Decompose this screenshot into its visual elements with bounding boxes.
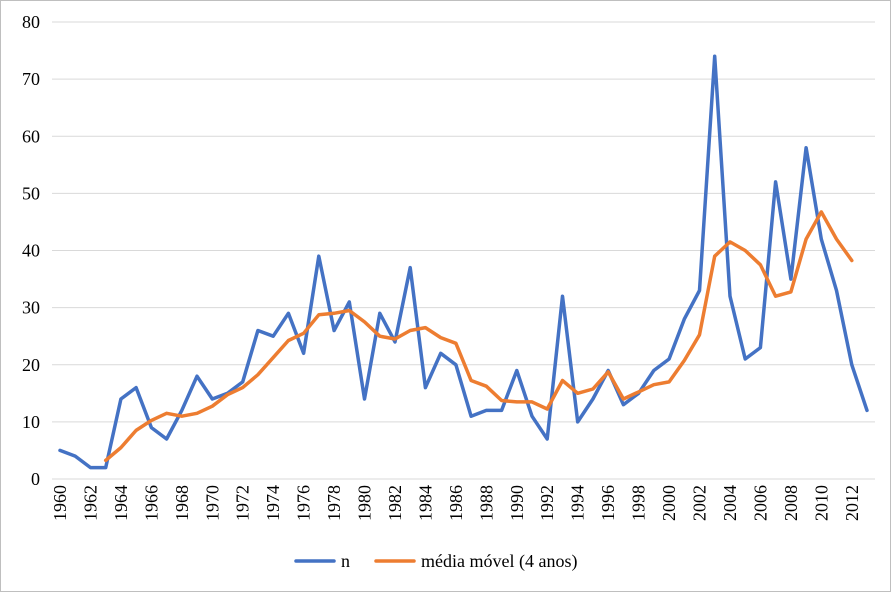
series-line-media-movel <box>103 210 854 463</box>
y-tick-label: 20 <box>22 355 40 375</box>
x-tick-label: 1982 <box>385 485 405 521</box>
x-tick-label: 1968 <box>172 485 192 521</box>
x-tick-label: 2000 <box>659 485 679 521</box>
x-tick-label: 1966 <box>141 485 161 521</box>
legend: n média móvel (4 anos) <box>294 551 577 572</box>
y-tick-label: 50 <box>22 183 40 203</box>
x-tick-label: 1960 <box>50 485 70 521</box>
x-tick-label: 1992 <box>537 485 557 521</box>
x-tick-label: 2008 <box>781 485 801 521</box>
x-tick-labels: 1960 1962 1964 1966 1968 1970 1972 1974 1976 1978… <box>50 485 862 521</box>
x-tick-label: 1990 <box>507 485 527 521</box>
y-tick-label: 70 <box>22 69 40 89</box>
x-tick-label: 1964 <box>111 485 131 521</box>
y-tick-label: 60 <box>22 126 40 146</box>
x-tick-label: 1962 <box>80 485 100 521</box>
x-tick-label: 1974 <box>263 485 283 521</box>
series <box>58 54 869 470</box>
x-tick-label: 1994 <box>568 485 588 521</box>
x-tick-label: 1972 <box>233 485 253 521</box>
y-tick-label: 0 <box>31 469 40 489</box>
x-tick-label: 1996 <box>598 485 618 521</box>
x-tick-label: 1998 <box>629 485 649 521</box>
x-tick-label: 1980 <box>355 485 375 521</box>
x-tick-label: 1984 <box>415 485 435 521</box>
x-tick-label: 2012 <box>842 485 862 521</box>
y-tick-label: 30 <box>22 298 40 318</box>
series-line-n <box>58 54 869 470</box>
x-tick-label: 2002 <box>690 485 710 521</box>
x-tick-label: 2010 <box>811 485 831 521</box>
x-tick-label: 1988 <box>476 485 496 521</box>
y-tick-label: 80 <box>22 12 40 32</box>
y-tick-label: 40 <box>22 241 40 261</box>
legend-label-n: n <box>341 551 350 571</box>
x-tick-label: 2006 <box>750 485 770 521</box>
y-tick-label: 10 <box>22 412 40 432</box>
x-tick-label: 1978 <box>324 485 344 521</box>
x-tick-label: 1970 <box>202 485 222 521</box>
x-tick-label: 1986 <box>446 485 466 521</box>
legend-label-media-movel: média móvel (4 anos) <box>421 551 577 572</box>
x-tick-label: 2004 <box>720 485 740 521</box>
x-tick-label: 1976 <box>294 485 314 521</box>
y-tick-labels: 0 10 20 30 40 50 60 70 80 <box>22 12 40 489</box>
gridlines <box>52 21 875 423</box>
